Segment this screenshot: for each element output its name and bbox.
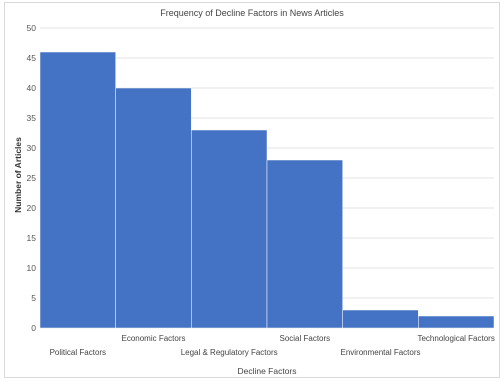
bar-0 xyxy=(39,51,116,329)
y-axis-title: Number of Articles xyxy=(13,137,23,213)
y-tick-label: 10 xyxy=(27,263,37,273)
bar-3 xyxy=(266,159,343,329)
y-tick-label: 35 xyxy=(27,113,37,123)
bar-2 xyxy=(191,129,268,329)
y-tick-label: 0 xyxy=(31,323,36,333)
y-tick-label: 20 xyxy=(27,203,37,213)
bars xyxy=(39,51,495,329)
y-tick-label: 25 xyxy=(27,173,37,183)
x-category-label: Economic Factors xyxy=(121,334,185,343)
x-category-label: Technological Factors xyxy=(417,334,494,343)
x-category-label: Legal & Regulatory Factors xyxy=(181,348,278,357)
bar-5 xyxy=(418,315,495,329)
y-tick-label: 5 xyxy=(31,293,36,303)
x-category-label: Social Factors xyxy=(279,334,330,343)
x-axis-categories: Political Factors Economic Factors Legal &… xyxy=(50,334,495,357)
chart-title: Frequency of Decline Factors in News Art… xyxy=(160,8,344,18)
bar-1 xyxy=(115,87,192,329)
x-category-label: Environmental Factors xyxy=(340,348,420,357)
y-tick-label: 15 xyxy=(27,233,37,243)
bar-4 xyxy=(342,309,419,329)
y-axis-ticks: 0 5 10 15 20 25 30 35 40 45 50 xyxy=(27,23,37,333)
x-category-label: Political Factors xyxy=(50,348,106,357)
y-tick-label: 30 xyxy=(27,143,37,153)
y-tick-label: 40 xyxy=(27,83,37,93)
x-axis-title: Decline Factors xyxy=(237,366,296,376)
y-tick-label: 45 xyxy=(27,53,37,63)
y-tick-label: 50 xyxy=(27,23,37,33)
